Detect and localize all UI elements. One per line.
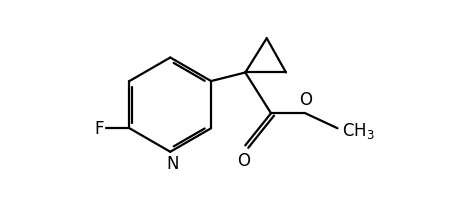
Text: F: F bbox=[94, 120, 104, 138]
Text: N: N bbox=[166, 154, 178, 172]
Text: CH$_3$: CH$_3$ bbox=[341, 121, 374, 141]
Text: O: O bbox=[236, 151, 249, 169]
Text: O: O bbox=[298, 91, 311, 109]
